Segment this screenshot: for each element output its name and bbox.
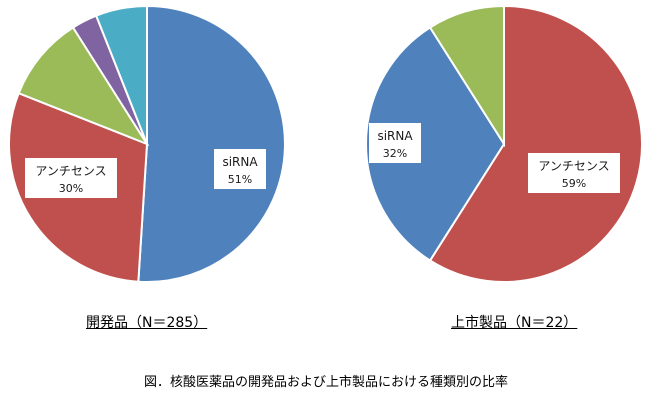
slice-category-label: アンチセンス bbox=[35, 164, 106, 178]
slice-percent-label: 32% bbox=[383, 147, 407, 160]
slice-label-dev-1: アンチセンス 30% bbox=[25, 158, 117, 198]
pie-slice-dev-0 bbox=[137, 4, 286, 283]
label-background bbox=[214, 149, 266, 189]
slice-label-mkt-1: siRNA 32% bbox=[369, 123, 421, 163]
slice-percent-label: 51% bbox=[228, 173, 252, 186]
label-background bbox=[528, 153, 620, 193]
slice-category-label: siRNA bbox=[222, 155, 258, 169]
slice-label-dev-0: siRNA 51% bbox=[214, 149, 266, 189]
label-background bbox=[369, 123, 421, 163]
slice-percent-label: 59% bbox=[562, 177, 586, 190]
slice-percent-label: 30% bbox=[59, 182, 83, 195]
pie-chart-marketed bbox=[365, 4, 643, 283]
pie-title-development: 開発品（N＝285） bbox=[86, 315, 208, 331]
pie-title-marketed: 上市製品（N＝22） bbox=[451, 315, 578, 331]
slice-category-label: siRNA bbox=[377, 129, 413, 143]
pie-slice-mkt-1 bbox=[365, 26, 506, 262]
pie-slice-dev-4 bbox=[94, 4, 148, 145]
pie-slice-mkt-0 bbox=[428, 4, 643, 283]
slice-labels: siRNA 51% アンチセンス 30% アンチセンス 59% siRNA 32% bbox=[25, 123, 620, 198]
pie-slice-mkt-2 bbox=[428, 4, 505, 148]
pie-chart-development bbox=[8, 4, 286, 283]
slice-category-label: アンチセンス bbox=[538, 159, 609, 173]
figure-caption: 図．核酸医薬品の開発品および上市製品における種類別の比率 bbox=[143, 375, 508, 390]
pie-slice-dev-2 bbox=[17, 26, 150, 147]
slice-label-mkt-0: アンチセンス 59% bbox=[528, 153, 620, 193]
label-background bbox=[25, 158, 117, 198]
